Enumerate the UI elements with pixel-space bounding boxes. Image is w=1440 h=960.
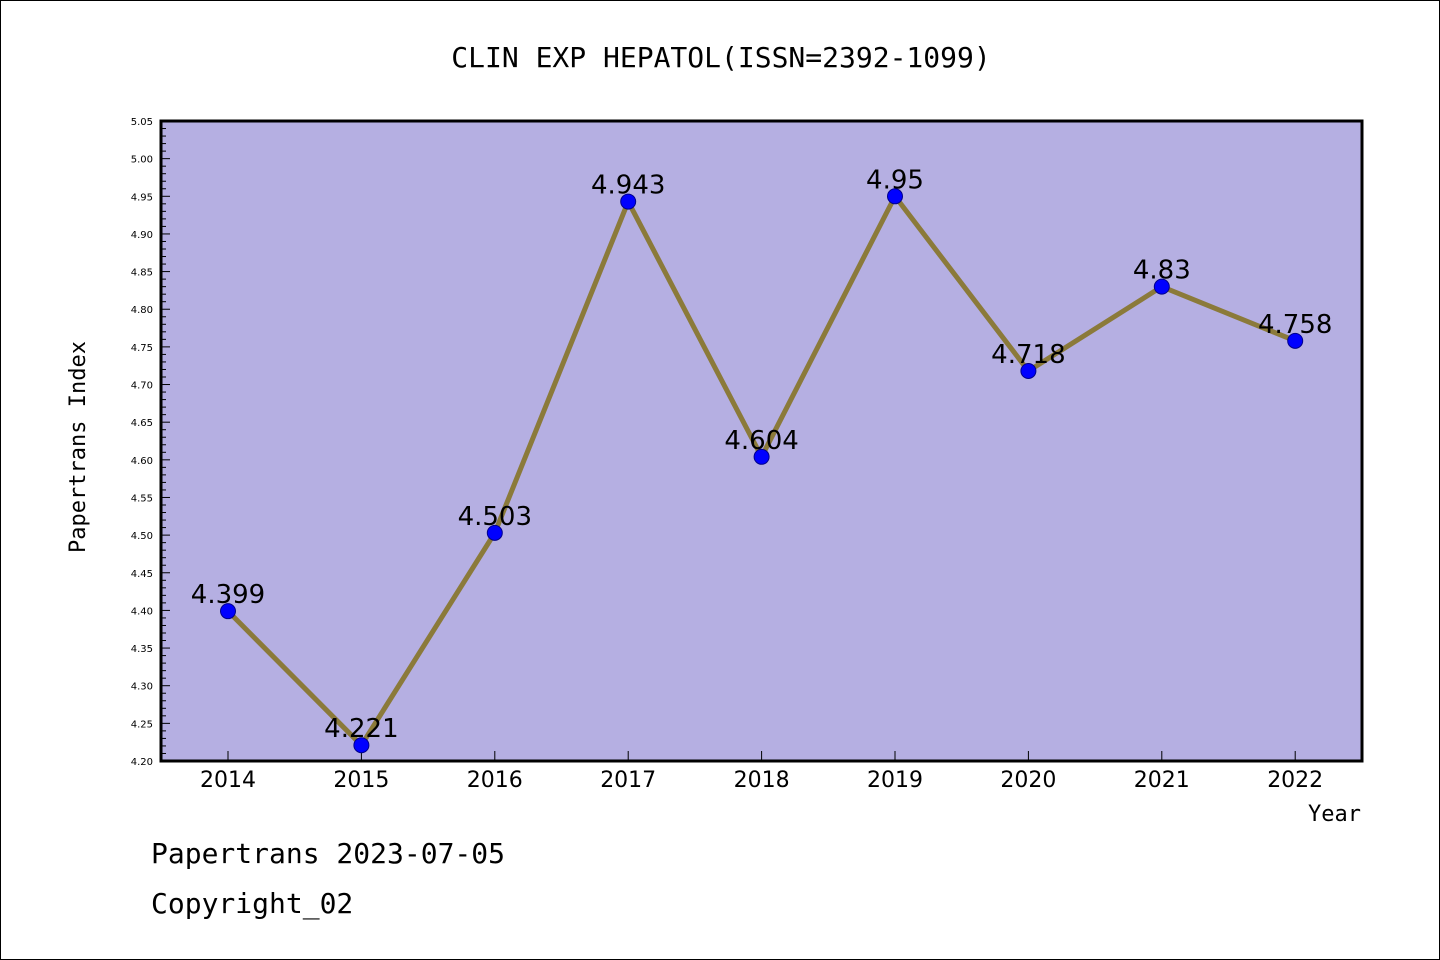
data-point (220, 603, 236, 620)
data-label: 4.399 (191, 580, 265, 610)
y-tick-label: 4.80 (131, 305, 153, 316)
data-label: 4.758 (1258, 310, 1332, 340)
data-point (1287, 332, 1304, 349)
x-tick-label: 2015 (333, 768, 389, 793)
y-tick-label: 4.95 (131, 192, 153, 203)
data-point (1153, 278, 1170, 295)
x-axis-ticks: 2014 2015 2016 2017 2018 2019 2020 2021 2022 (200, 751, 1323, 793)
y-tick-label: 4.30 (131, 682, 153, 693)
footer-date: Papertrans 2023-07-05 (151, 837, 506, 870)
y-tick-label: 4.45 (131, 569, 153, 580)
data-label: 4.221 (324, 714, 398, 744)
y-tick-label: 4.25 (131, 719, 153, 730)
data-point (1020, 362, 1037, 379)
plot-area (159, 119, 1364, 763)
y-axis-label: Papertrans Index (66, 341, 91, 553)
data-label: 4.503 (458, 502, 532, 532)
data-point (753, 448, 770, 465)
data-point (486, 524, 503, 541)
data-markers (220, 188, 1304, 754)
y-tick-label: 4.60 (131, 456, 153, 467)
x-tick-label: 2022 (1267, 768, 1323, 793)
data-labels: 4.399 4.221 4.503 4.943 4.604 4.95 4.718 4.83 4.… (191, 165, 1333, 744)
x-tick-label: 2014 (200, 768, 256, 793)
y-tick-label: 4.20 (131, 757, 153, 768)
y-tick-label: 4.90 (131, 230, 153, 241)
y-tick-label: 4.55 (131, 493, 153, 504)
data-label: 4.95 (866, 165, 924, 195)
y-tick-label: 5.05 (131, 117, 153, 128)
data-point (887, 188, 903, 205)
y-tick-label: 4.75 (131, 343, 153, 354)
data-label: 4.83 (1133, 256, 1191, 286)
y-tick-label: 4.50 (131, 531, 153, 542)
x-tick-label: 2020 (1000, 768, 1056, 793)
footer-copyright: Copyright_02 (151, 887, 354, 920)
x-tick-label: 2018 (734, 768, 790, 793)
y-tick-label: 4.85 (131, 268, 153, 279)
y-axis-ticks: 4.20 4.25 4.30 4.35 4.40 4.45 4.50 4.55 4.60 4.65… (131, 117, 170, 768)
y-tick-label: 5.00 (131, 155, 153, 166)
y-tick-label: 4.40 (131, 606, 153, 617)
x-axis-label: Year (1308, 802, 1361, 827)
x-tick-label: 2017 (600, 768, 656, 793)
data-label: 4.943 (591, 171, 665, 201)
x-tick-label: 2021 (1134, 768, 1190, 793)
data-label: 4.718 (991, 340, 1065, 370)
x-tick-label: 2016 (467, 768, 523, 793)
y-tick-label: 4.65 (131, 418, 153, 429)
data-point (620, 193, 637, 210)
data-point (353, 737, 370, 754)
y-tick-label: 4.70 (131, 381, 153, 392)
y-tick-label: 4.35 (131, 644, 153, 655)
data-label: 4.604 (724, 426, 798, 456)
chart-title: CLIN EXP HEPATOL(ISSN=2392-1099) (451, 41, 990, 74)
x-tick-label: 2019 (867, 768, 923, 793)
